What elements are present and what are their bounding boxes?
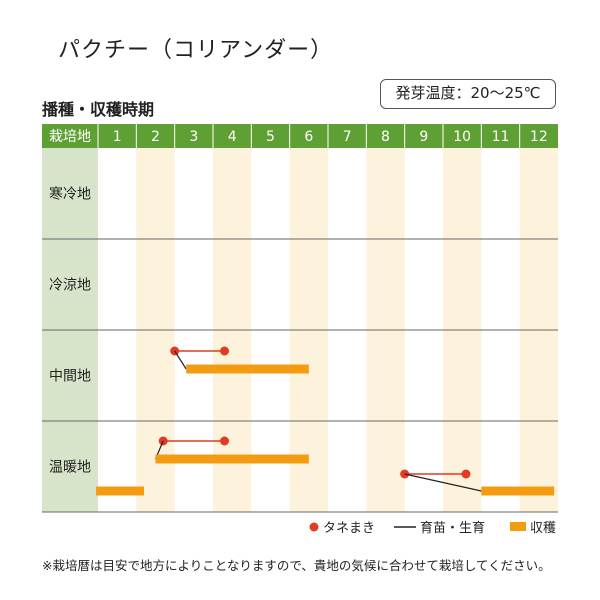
month-label-6: 6 [304,129,313,145]
chart-title: パクチー（コリアンダー） [58,38,334,63]
sowing-warm-2-end-dot [461,469,471,479]
region-label-3: 温暖地 [49,460,91,476]
growing-warm-2 [404,473,482,492]
month-label-9: 9 [419,129,428,145]
growing-mid [174,350,187,370]
month-label-4: 4 [228,129,237,145]
legend-harvest-icon [510,522,526,531]
footnote: ※栽培暦は目安で地方によりことなりますので、貴地の気候に合わせて栽培してください… [42,558,551,573]
sowing-mid-end-dot [220,346,229,356]
sowing-warm-1-end-dot [220,436,229,446]
legend-sowing-icon [309,522,319,532]
month-label-12: 12 [530,129,548,145]
legend-sowing-label: タネまき [323,521,375,536]
month-label-8: 8 [381,129,390,145]
month-label-1: 1 [113,129,122,145]
harvest-warm-1 [155,454,309,464]
header-row [42,124,558,148]
harvest-warm-3 [96,486,144,496]
region-label-0: 寒冷地 [49,186,91,203]
region-label-2: 中間地 [49,369,91,385]
harvest-warm-2 [481,486,555,496]
germination-temp-badge: 発芽温度：20〜25℃ [380,79,556,109]
region-label-1: 冷涼地 [49,278,91,294]
section-label: 播種・収穫時期 [42,100,155,119]
legend-harvest-label: 収穫 [530,521,556,536]
month-label-3: 3 [189,129,198,145]
harvest-mid [186,364,309,374]
month-label-5: 5 [266,129,275,145]
month-label-7: 7 [343,129,352,145]
month-label-11: 11 [492,129,510,145]
legend-growing-label: 育苗・生育 [420,520,485,536]
header-label: 栽培地 [49,129,91,145]
month-label-10: 10 [453,129,471,145]
month-label-2: 2 [151,129,160,145]
